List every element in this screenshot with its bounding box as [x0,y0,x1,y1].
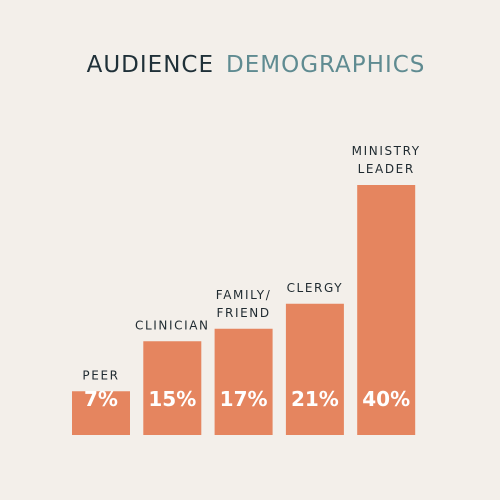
category-label: CLERGY [287,281,344,295]
bar [72,391,130,435]
category-label: LEADER [358,162,415,176]
category-label: MINISTRY [352,144,421,158]
bar [357,185,416,435]
chart-title: AUDIENCE DEMOGRAPHICS [87,52,426,78]
category-label: PEER [82,368,119,382]
value-label: 21% [291,387,339,411]
title-part: AUDIENCE [87,52,214,78]
value-label: 15% [148,387,196,411]
category-label: CLINICIAN [135,318,210,332]
bar [143,341,202,435]
value-label: 40% [362,387,410,411]
value-label: 17% [220,387,268,411]
category-label: FRIEND [217,306,271,320]
category-label: FAMILY/ [216,288,272,302]
bar [214,328,273,435]
bar [285,303,344,435]
title-part: DEMOGRAPHICS [226,52,425,78]
value-label: 7% [84,387,118,411]
